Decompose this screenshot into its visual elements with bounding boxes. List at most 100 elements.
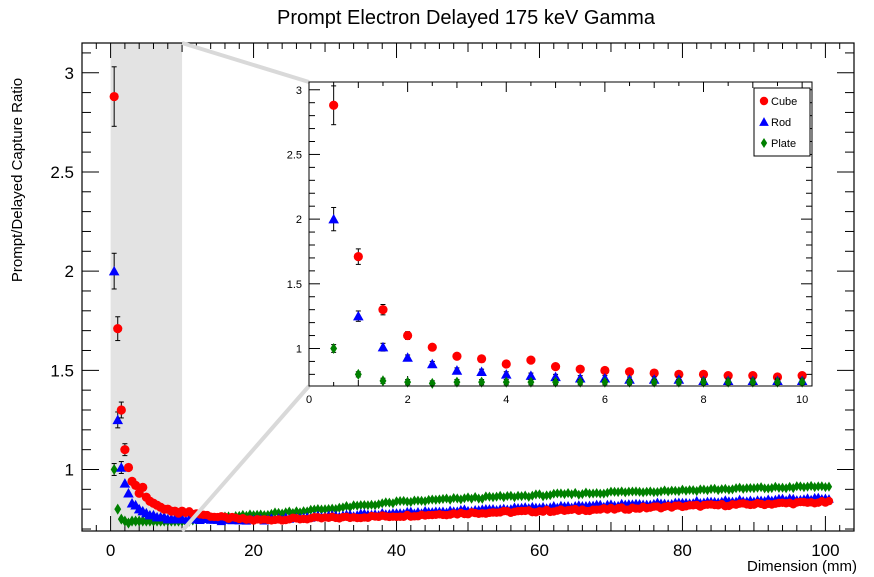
- data-point: [475, 493, 482, 504]
- legend-marker-rod: [759, 117, 769, 126]
- data-point: [593, 488, 600, 499]
- data-point: [629, 486, 636, 497]
- data-point: [643, 486, 650, 497]
- series-cube-far: [181, 496, 834, 525]
- y-tick-label: 2: [65, 262, 74, 281]
- data-point: [725, 484, 733, 495]
- x-tick-label: 60: [530, 541, 549, 560]
- data-point: [116, 462, 127, 472]
- data-point: [793, 481, 800, 492]
- data-point: [664, 486, 672, 497]
- data-point: [429, 494, 436, 505]
- data-point: [457, 494, 465, 505]
- zoom-guide-lines: [180, 41, 311, 533]
- data-point: [779, 482, 786, 493]
- inset-data-point: [426, 358, 438, 369]
- data-point: [711, 483, 718, 494]
- data-point: [464, 492, 472, 503]
- main-data-points: [108, 66, 834, 529]
- main-frame: [81, 42, 855, 532]
- inset-x-tick-label: 4: [503, 394, 509, 406]
- inset-data-point: [550, 371, 561, 382]
- data-point: [614, 487, 622, 498]
- data-point: [407, 496, 414, 508]
- data-point: [636, 486, 643, 497]
- inset-data-point: [700, 376, 707, 388]
- inset-data-point: [354, 368, 362, 380]
- data-point: [489, 492, 497, 503]
- data-point: [176, 513, 188, 524]
- inset-data-point: [379, 375, 387, 387]
- data-point: [672, 485, 679, 496]
- inset-data-point: [527, 376, 535, 388]
- data-point: [747, 482, 754, 494]
- data-point: [722, 483, 729, 494]
- inset-data-point: [329, 100, 339, 110]
- data-point: [411, 495, 418, 506]
- data-point: [450, 493, 457, 504]
- inset-data-point: [749, 376, 757, 388]
- data-point: [379, 498, 386, 509]
- data-point: [518, 491, 525, 502]
- data-point: [364, 500, 372, 511]
- data-point: [618, 486, 625, 497]
- y-tick-label: 3: [65, 64, 74, 83]
- data-point: [486, 491, 493, 502]
- data-point: [321, 504, 329, 515]
- data-point: [135, 515, 143, 527]
- data-point: [579, 489, 586, 500]
- legend-label-cube: Cube: [771, 96, 797, 108]
- inset-y-tick-label: 2.5: [287, 149, 302, 161]
- series-cube-near: [109, 66, 187, 518]
- data-point: [414, 495, 422, 506]
- data-point: [112, 414, 124, 425]
- data-point: [314, 503, 322, 515]
- inset-data-point: [451, 365, 463, 375]
- inset-data-point: [402, 352, 413, 362]
- inset-data-point: [774, 376, 781, 388]
- inset-data-point: [502, 376, 510, 388]
- data-point: [800, 482, 808, 493]
- data-point: [131, 480, 141, 490]
- inset-data-point: [353, 310, 364, 321]
- inset-data-point: [403, 330, 413, 341]
- x-tick-label: 80: [673, 541, 692, 560]
- data-point: [782, 483, 790, 494]
- data-point: [339, 502, 347, 513]
- y-axis-label: Prompt/Delayed Capture Ratio: [9, 78, 26, 282]
- inset-x-tick-label: 0: [306, 394, 312, 406]
- inset-x-tick-label: 2: [405, 394, 411, 406]
- inset-data-point: [427, 342, 437, 352]
- inset-data-point: [476, 366, 487, 377]
- data-point: [393, 496, 400, 507]
- data-point: [732, 483, 740, 494]
- inset-data-point: [675, 376, 683, 388]
- data-point: [668, 485, 675, 496]
- data-point: [386, 497, 393, 508]
- inset-data-point: [798, 376, 806, 388]
- inset-data-point: [624, 367, 635, 377]
- data-point: [639, 487, 647, 498]
- zoom-guide-upper: [181, 41, 310, 84]
- y-tick-label: 2.5: [50, 163, 74, 182]
- x-tick-label: 100: [811, 541, 839, 560]
- legend: Cube Rod Plate: [753, 87, 811, 157]
- data-point: [611, 486, 618, 497]
- inset-data-point: [724, 376, 732, 388]
- data-point: [675, 486, 683, 497]
- data-point: [300, 506, 307, 517]
- data-point: [561, 489, 568, 500]
- x-tick-label: 20: [244, 541, 263, 560]
- data-point: [439, 493, 447, 504]
- main-axes-box: [81, 42, 855, 532]
- data-point: [822, 482, 829, 493]
- inset-x-tick-label: 10: [796, 394, 808, 406]
- inset-data-point: [525, 370, 537, 380]
- data-point: [497, 490, 504, 501]
- data-point: [368, 499, 375, 510]
- data-point: [586, 488, 593, 499]
- inset-data-point: [552, 376, 560, 388]
- inset-data-point: [650, 376, 658, 388]
- zoom-region-highlight: [110, 43, 183, 531]
